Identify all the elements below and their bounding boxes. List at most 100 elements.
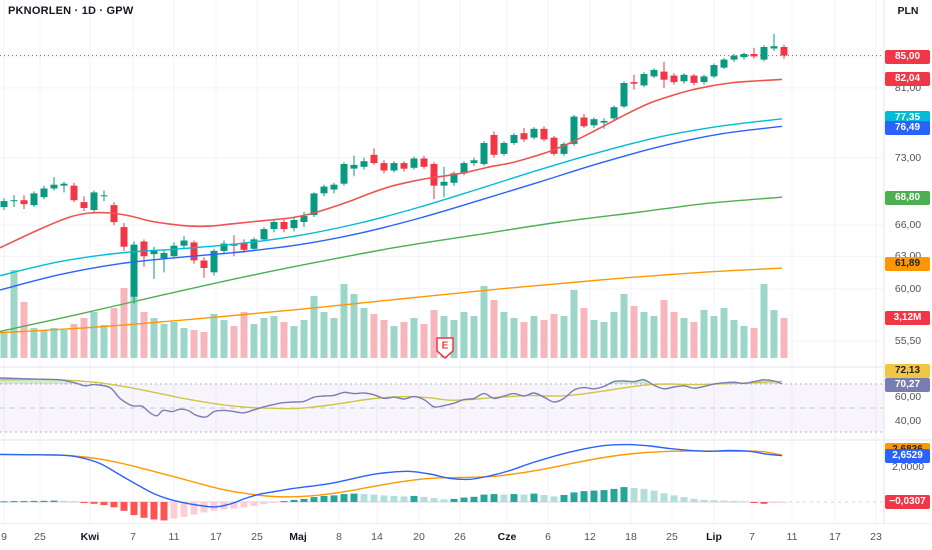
macd-histogram-bar — [290, 499, 298, 502]
macd-line — [0, 443, 783, 508]
candle — [440, 181, 448, 186]
volume-bar — [210, 314, 218, 358]
volume-bar — [480, 286, 488, 358]
candle — [420, 158, 428, 167]
macd-histogram-bar — [690, 498, 698, 502]
candle — [500, 143, 508, 154]
macd-histogram-bar — [560, 495, 568, 502]
volume-bar — [30, 328, 38, 358]
candle — [470, 160, 478, 164]
candle — [320, 186, 328, 194]
candle — [260, 229, 268, 240]
ma-fast-line — [0, 78, 783, 249]
volume-bar — [10, 270, 18, 358]
volume-bar — [380, 320, 388, 358]
candle — [120, 227, 128, 247]
candle — [660, 71, 668, 80]
macd-histogram-bar — [70, 501, 78, 503]
hist-value-badge: −0,0307 — [885, 495, 930, 509]
volume-bar — [70, 324, 78, 358]
ma-orange-badge: 61,89 — [885, 257, 930, 271]
time-axis[interactable]: 9 25 Kwi 7 11 17 25 Maj 8 14 20 26 Cze 6 12 18 25 Lip 7 11 1… — [0, 524, 932, 550]
rsi-band — [0, 383, 884, 433]
volume-bar — [440, 316, 448, 358]
volume-bar — [120, 288, 128, 358]
grid — [0, 0, 884, 524]
candle — [430, 164, 438, 186]
candle — [480, 143, 488, 164]
volume-bar — [500, 312, 508, 358]
time-tick: 17 — [210, 531, 222, 543]
candle — [400, 163, 408, 169]
time-tick: 11 — [786, 531, 798, 543]
candle — [450, 173, 458, 183]
macd-histogram-bar — [450, 498, 458, 502]
macd-histogram-bar — [470, 496, 478, 503]
candle — [770, 46, 778, 49]
volume-bar — [460, 312, 468, 358]
rsi-line — [0, 377, 783, 418]
candle — [610, 107, 618, 119]
candle — [330, 184, 338, 190]
macd-histogram-bar — [510, 494, 518, 502]
candle — [690, 75, 698, 83]
volume-bar — [690, 322, 698, 358]
symbol-title-text: PKNORLEN · 1D · GPW — [8, 5, 134, 17]
candle — [670, 75, 678, 83]
volume-bar — [660, 300, 668, 358]
volume-bar — [730, 320, 738, 358]
macd-histogram-bar — [740, 501, 748, 503]
macd-histogram-bar — [420, 496, 428, 503]
macd-histogram-bar — [390, 495, 398, 502]
macd-histogram-bar — [710, 500, 718, 503]
candle — [350, 164, 358, 169]
macd-histogram-bar — [500, 494, 508, 502]
volume-bar — [710, 316, 718, 358]
volume-bar — [670, 312, 678, 358]
axis-price-label: 55,50 — [894, 335, 922, 347]
macd-histogram-bar — [550, 496, 558, 502]
macd-histogram-bar — [660, 493, 668, 503]
candle — [580, 117, 588, 127]
volume-bar — [550, 314, 558, 358]
macd-histogram-bar — [460, 497, 468, 502]
macd-histogram-bar — [230, 502, 238, 509]
time-tick-month: Cze — [497, 531, 517, 543]
volume-bar — [180, 328, 188, 358]
candle — [300, 216, 308, 222]
candle — [60, 183, 68, 186]
ma-fast-badge: 82,04 — [885, 72, 930, 86]
candle — [630, 82, 638, 84]
ma-green-badge: 68,80 — [885, 191, 930, 205]
volume-bar — [420, 324, 428, 358]
candle — [590, 119, 598, 126]
symbol-title[interactable]: PKNORLEN · 1D · GPW — [8, 5, 133, 17]
macd-histogram-bar — [190, 502, 198, 515]
price-axis[interactable]: PLN 81,00 73,00 66,00 63,00 60,00 55,50 60,00 4… — [884, 0, 932, 550]
volume-bar — [330, 318, 338, 358]
volume-bar — [680, 318, 688, 358]
time-tick: 25 — [34, 531, 46, 543]
earnings-marker[interactable]: E — [436, 337, 454, 359]
volume-bar — [470, 316, 478, 358]
macd-histogram-bar — [540, 495, 548, 502]
candle — [750, 54, 758, 57]
volume-bar — [130, 280, 138, 358]
candle — [780, 47, 788, 56]
time-tick: 26 — [454, 531, 466, 543]
volume-bar — [510, 318, 518, 358]
macd-histogram-bar — [350, 493, 358, 502]
volume-bar — [240, 312, 248, 358]
volume-bar — [160, 324, 168, 358]
volume-bar — [60, 330, 68, 358]
axis-price-label: 73,00 — [894, 152, 922, 164]
volume-bar — [580, 308, 588, 358]
axis-price-label: 60,00 — [894, 283, 922, 295]
macd-histogram-bar — [780, 502, 788, 503]
macd-histogram-bar — [170, 502, 178, 519]
candle — [250, 239, 258, 249]
candle — [360, 161, 368, 167]
volume-bar — [280, 322, 288, 358]
